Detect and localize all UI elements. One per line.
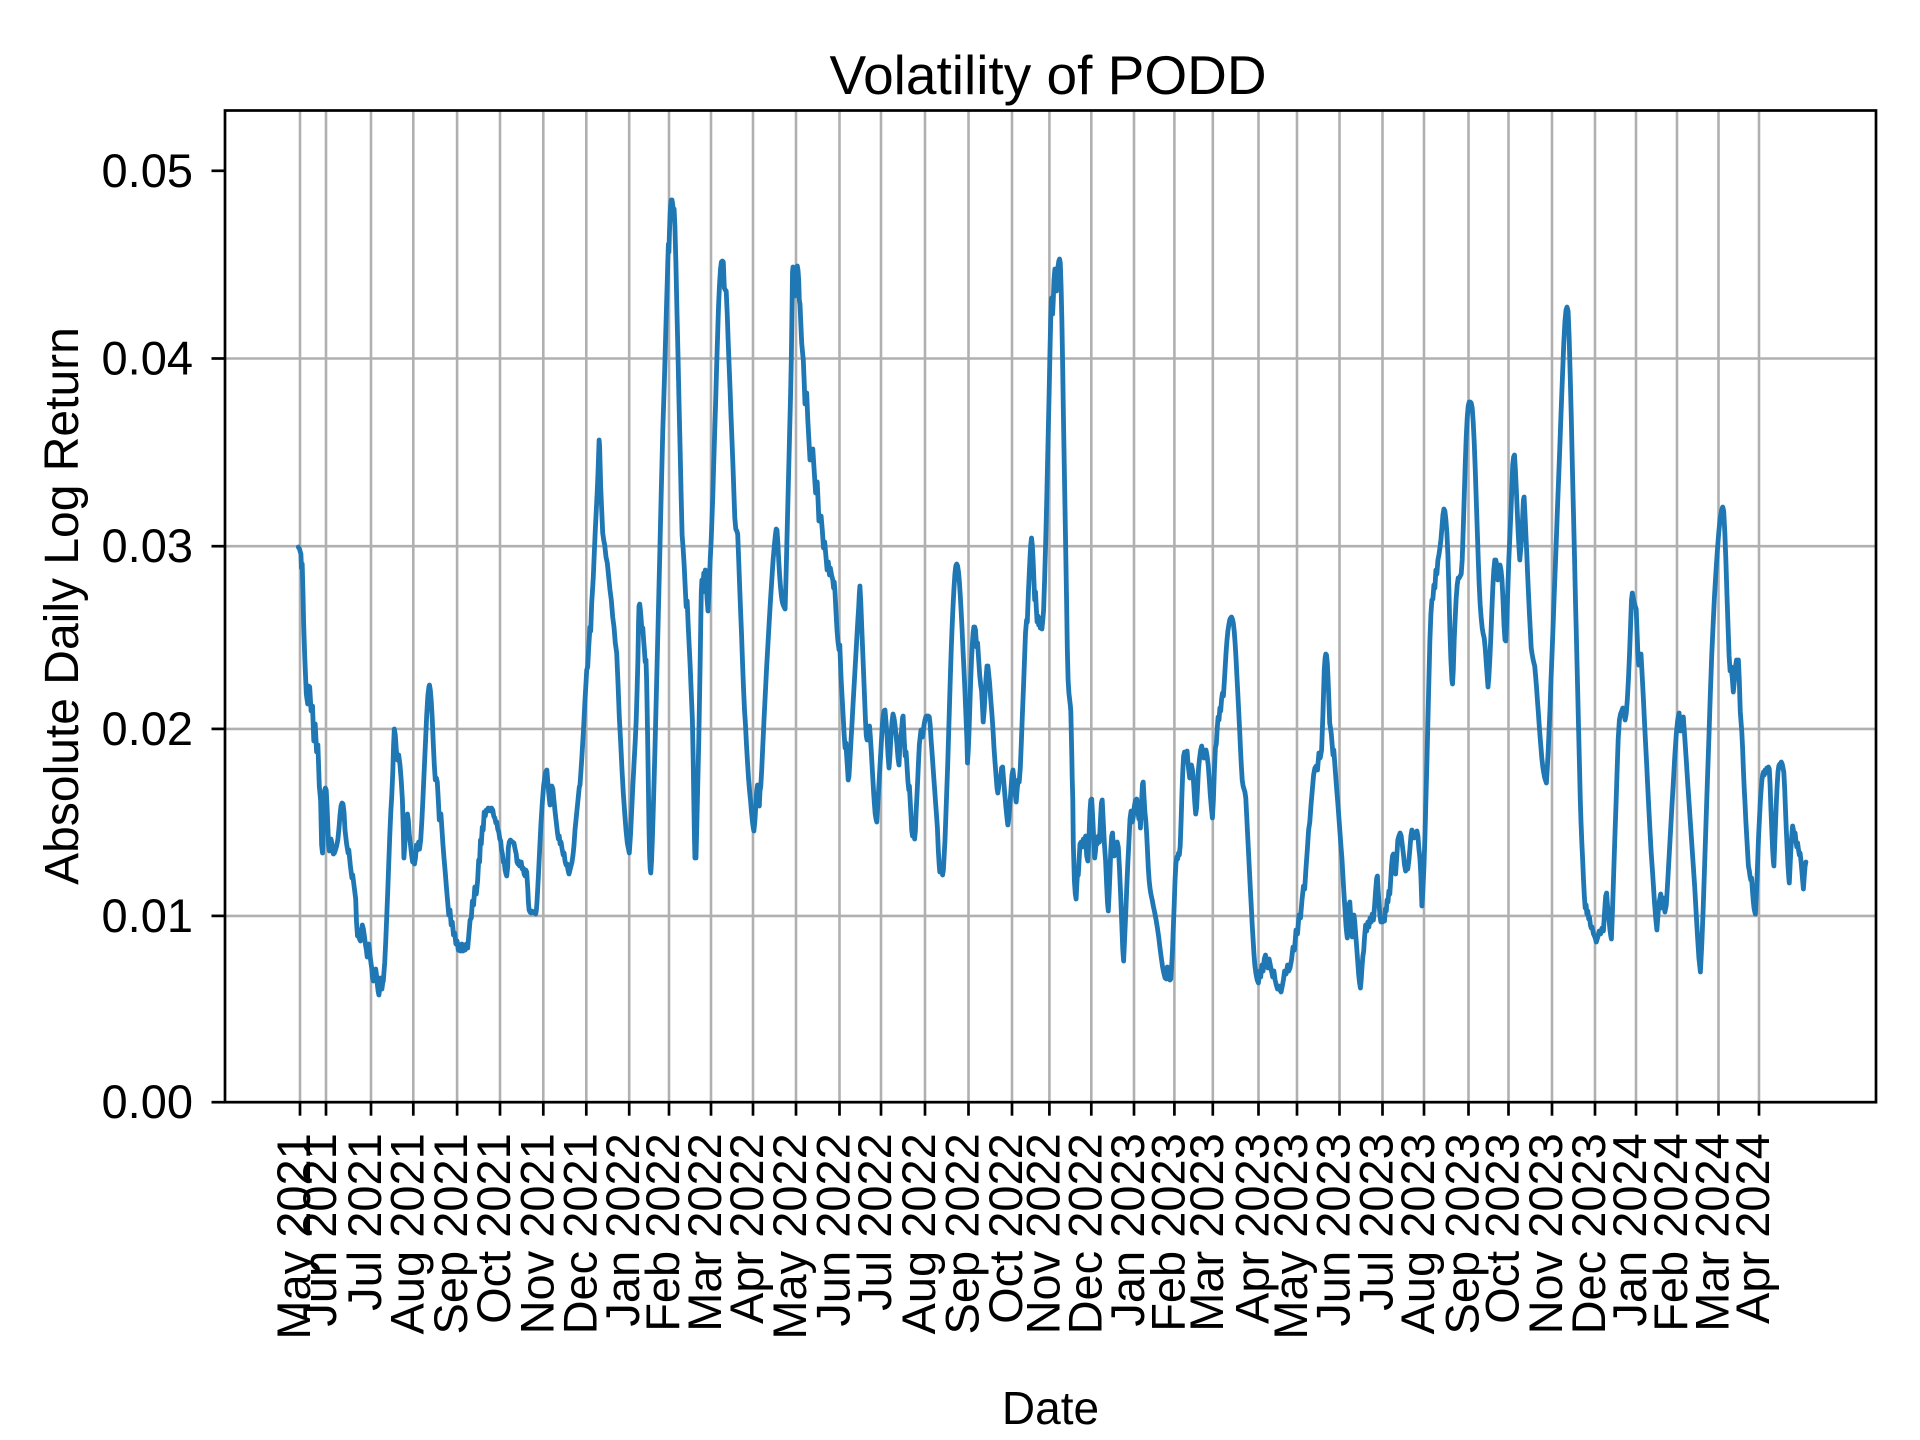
svg-text:Date: Date [1002,1382,1099,1434]
svg-text:Volatility of PODD: Volatility of PODD [829,44,1266,106]
svg-text:Dec 2023: Dec 2023 [1562,1133,1615,1334]
svg-text:May 2023: May 2023 [1264,1133,1317,1339]
svg-text:0.01: 0.01 [102,889,193,942]
svg-text:Aug 2023: Aug 2023 [1391,1133,1444,1334]
svg-text:May 2021: May 2021 [267,1133,320,1339]
svg-text:Dec 2022: Dec 2022 [1058,1133,1111,1334]
svg-text:Mar 2022: Mar 2022 [678,1133,731,1332]
svg-text:Dec 2021: Dec 2021 [553,1133,606,1334]
svg-text:Absolute Daily Log Return: Absolute Daily Log Return [36,327,89,885]
svg-text:Apr 2022: Apr 2022 [720,1133,773,1324]
svg-text:Oct 2022: Oct 2022 [979,1133,1032,1324]
svg-text:Nov 2023: Nov 2023 [1519,1133,1572,1334]
svg-text:Jul 2021: Jul 2021 [338,1133,391,1311]
svg-text:Jun 2022: Jun 2022 [807,1133,860,1326]
svg-text:Jan 2024: Jan 2024 [1603,1133,1656,1326]
svg-text:Jan 2022: Jan 2022 [596,1133,649,1326]
svg-text:0.04: 0.04 [102,332,193,385]
svg-text:Jan 2023: Jan 2023 [1101,1133,1154,1326]
svg-text:Oct 2023: Oct 2023 [1476,1133,1529,1324]
svg-text:0.00: 0.00 [102,1075,193,1128]
svg-text:Feb 2024: Feb 2024 [1644,1133,1697,1332]
svg-text:Apr 2023: Apr 2023 [1226,1133,1279,1324]
svg-text:Apr 2024: Apr 2024 [1726,1133,1779,1324]
svg-text:Aug 2022: Aug 2022 [892,1133,945,1334]
svg-text:0.05: 0.05 [102,144,193,197]
svg-text:0.03: 0.03 [102,519,193,572]
svg-text:Oct 2021: Oct 2021 [467,1133,520,1324]
svg-text:Nov 2022: Nov 2022 [1016,1133,1069,1334]
svg-text:Jun 2021: Jun 2021 [293,1133,346,1326]
svg-text:Nov 2021: Nov 2021 [510,1133,563,1334]
svg-text:May 2022: May 2022 [763,1133,816,1339]
svg-text:0.02: 0.02 [102,702,193,755]
svg-text:Jun 2023: Jun 2023 [1307,1133,1360,1326]
svg-text:Sep 2021: Sep 2021 [424,1133,477,1334]
svg-text:Sep 2022: Sep 2022 [936,1133,989,1334]
svg-text:Feb 2023: Feb 2023 [1141,1133,1194,1332]
svg-text:Feb 2022: Feb 2022 [636,1133,689,1332]
svg-text:Jul 2022: Jul 2022 [848,1133,901,1311]
svg-text:Jul 2023: Jul 2023 [1350,1133,1403,1311]
svg-text:Sep 2023: Sep 2023 [1436,1133,1489,1334]
svg-text:Mar 2024: Mar 2024 [1686,1133,1739,1332]
svg-text:Aug 2021: Aug 2021 [380,1133,433,1334]
svg-text:Mar 2023: Mar 2023 [1180,1133,1233,1332]
